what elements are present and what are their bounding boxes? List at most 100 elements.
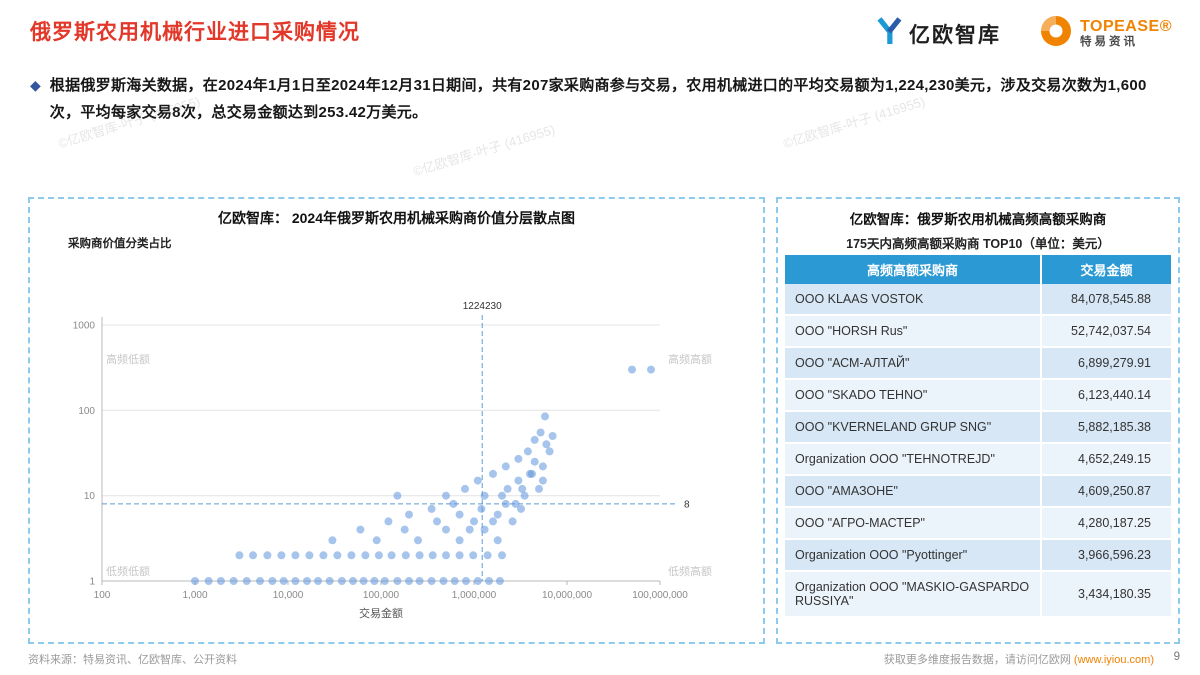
scatter-point — [503, 484, 512, 493]
yiou-logo: 亿欧智库 — [876, 16, 1001, 51]
scatter-point — [518, 484, 527, 493]
scatter-point — [628, 365, 636, 374]
quadrant-label: 高频高额 — [668, 352, 712, 366]
scatter-point — [414, 536, 422, 545]
company-cell: OOO "SKADO TEHNO" — [785, 379, 1041, 412]
amount-cell: 84,078,545.88 — [1040, 284, 1171, 316]
amount-cell: 3,966,596.23 — [1040, 539, 1171, 572]
scatter-point — [387, 551, 396, 560]
scatter-point — [380, 577, 389, 585]
page-title: 俄罗斯农用机械行业进口采购情况 — [30, 21, 360, 44]
amount-cell: 3,434,180.35 — [1040, 571, 1171, 618]
scatter-point — [314, 577, 322, 585]
scatter-point — [535, 484, 543, 493]
y-tick-label: 100 — [78, 406, 95, 417]
amount-cell: 4,652,249.15 — [1040, 443, 1171, 476]
scatter-point — [319, 551, 328, 560]
topease-logo: TOPEASE® 特易资讯 — [1039, 14, 1172, 53]
scatter-point — [498, 491, 506, 500]
col-header-amount: 交易金额 — [1040, 255, 1171, 284]
topease-logo-subtitle: 特易资讯 — [1080, 36, 1139, 49]
intro-text: 根据俄罗斯海关数据，在2024年1月1日至2024年12月31日期间，共有207… — [49, 77, 1147, 121]
scatter-point — [356, 525, 365, 534]
scatter-point — [470, 517, 478, 526]
footer-note: 获取更多维度报告数据，请访问亿欧网 (www.iyiou.com) — [884, 651, 1154, 667]
scatter-point — [439, 577, 448, 585]
scatter-point — [401, 551, 410, 560]
amount-cell: 4,280,187.25 — [1040, 507, 1171, 540]
scatter-point — [268, 577, 277, 585]
amount-cell: 5,882,185.38 — [1040, 411, 1171, 444]
scatter-point — [400, 525, 409, 534]
scatter-point — [291, 551, 300, 560]
scatter-point — [349, 577, 357, 585]
scatter-point — [428, 551, 437, 560]
footer-link[interactable]: (www.iyiou.com) — [1073, 654, 1154, 666]
company-cell: OOO KLAAS VOSTOK — [785, 284, 1041, 316]
scatter-point — [514, 454, 523, 463]
scatter-point — [325, 577, 334, 585]
scatter-point — [442, 491, 450, 500]
scatter-point — [393, 577, 402, 585]
y-axis-title: 采购商价值分类占比 — [67, 236, 172, 250]
scatter-point — [480, 525, 489, 534]
scatter-point — [545, 447, 554, 456]
scatter-point — [361, 551, 370, 560]
scatter-point — [461, 484, 469, 493]
scatter-point — [536, 428, 545, 437]
scatter-point — [374, 551, 383, 560]
scatter-point — [204, 577, 213, 585]
company-cell: OOO "KVERNELAND GRUP SNG" — [785, 411, 1041, 444]
scatter-point — [480, 491, 489, 500]
amount-cell: 4,609,250.87 — [1040, 475, 1171, 508]
scatter-point — [249, 551, 257, 560]
y-tick-label: 1 — [89, 577, 95, 588]
company-cell: OOO "АСМ-АЛТАЙ" — [785, 347, 1041, 380]
scatter-point — [347, 551, 356, 560]
scatter-point — [216, 577, 225, 585]
table-row: OOO "АСМ-АЛТАЙ" 6,899,279.91 — [785, 347, 1171, 380]
scatter-point — [415, 551, 424, 560]
footer-cta-text: 获取更多维度报告数据，请访问亿欧网 — [883, 654, 1074, 666]
scatter-point — [483, 551, 492, 560]
scatter-point — [427, 577, 436, 585]
ref-y-label: 8 — [684, 499, 690, 510]
ref-x-label: 1224230 — [463, 301, 502, 312]
scatter-point — [511, 499, 520, 508]
scatter-point — [455, 510, 464, 519]
quadrant-label: 低频低额 — [106, 564, 150, 578]
x-tick-label: 100,000,000 — [632, 590, 688, 601]
scatter-point — [384, 517, 393, 526]
company-cell: Organization OOO "MASKIO-GASPARDO RUSSIY… — [785, 571, 1041, 618]
scatter-point — [493, 536, 502, 545]
watermark: ©亿欧智库-叶子 (416955) — [411, 121, 557, 180]
scatter-point — [462, 577, 470, 585]
scatter-panel: 亿欧智库： 2024年俄罗斯农用机械采购商价值分层散点图 采购商价值分类占比 1 1… — [28, 197, 765, 644]
scatter-point — [449, 499, 458, 508]
scatter-point — [372, 536, 381, 545]
scatter-point — [393, 491, 402, 500]
logo-group: 亿欧智库 TOPEASE® 特易资讯 — [876, 14, 1172, 53]
table-title: 亿欧智库：俄罗斯农用机械高频高额采购商 — [849, 212, 1107, 227]
topease-logo-icon — [1039, 14, 1073, 53]
scatter-point — [242, 577, 251, 585]
scatter-point — [501, 462, 510, 471]
table-row: OOO "АМАЗОНЕ" 4,609,250.87 — [785, 475, 1171, 508]
scatter-point — [489, 469, 497, 478]
scatter-point — [442, 551, 450, 560]
scatter-point — [328, 536, 337, 545]
scatter-point — [442, 525, 450, 534]
scatter-point — [493, 510, 502, 519]
purchasers-table: 高频高额采购商 交易金额 OOO KLAAS VOSTOK 84,078,545.… — [785, 255, 1171, 618]
table-row: OOO KLAAS VOSTOK 84,078,545.88 — [785, 284, 1171, 316]
scatter-title: 亿欧智库： 2024年俄罗斯农用机械采购商价值分层散点图 — [217, 210, 576, 226]
scatter-point — [427, 504, 436, 513]
company-cell: OOO "HORSH Rus" — [785, 315, 1041, 348]
company-cell: OOO "АГРО-МАСТЕР" — [785, 507, 1041, 540]
scatter-point — [528, 469, 536, 478]
scatter-point — [514, 476, 523, 485]
company-cell: Organization OOO "TEHNOTREJD" — [785, 443, 1041, 476]
table-row: Organization OOO "Pyottinger" 3,966,596.2… — [785, 539, 1171, 572]
scatter-point — [473, 577, 482, 585]
scatter-point — [229, 577, 238, 585]
